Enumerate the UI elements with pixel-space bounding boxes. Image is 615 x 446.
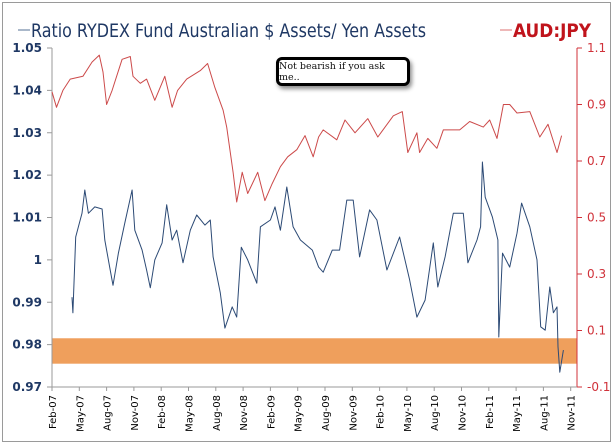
x-tick-label: Aug-09 [321, 395, 332, 431]
x-tick-label: Aug-11 [539, 395, 550, 431]
series-line-ratio [71, 161, 564, 373]
x-tick-label: May-11 [512, 395, 523, 432]
right-tick-label: 0.7 [587, 154, 606, 168]
x-tick-label: Nov-08 [239, 395, 250, 431]
legend: Ratio RYDEX Fund Australian $ Assets/ Ye… [18, 20, 591, 42]
x-tick-label: Feb-08 [157, 395, 168, 429]
x-tick-label: Feb-10 [376, 395, 387, 429]
left-tick-label: 1.02 [12, 168, 42, 182]
left-tick-label: 1 [34, 253, 42, 267]
x-tick-label: May-10 [403, 395, 414, 432]
legend-label-audjpy: AUD:JPY [513, 20, 591, 42]
right-tick-label: 0.5 [587, 211, 606, 225]
left-tick-label: 0.97 [12, 380, 42, 394]
x-tick-label: May-08 [185, 395, 196, 432]
left-tick-label: 0.99 [12, 295, 42, 309]
series-line-audjpy [51, 54, 563, 203]
x-tick-label: Nov-11 [567, 395, 578, 431]
x-tick-label: May-09 [294, 395, 305, 432]
chart-frame [2, 2, 611, 442]
left-tick-label: 1.05 [12, 41, 42, 55]
x-tick-label: Feb-07 [48, 395, 59, 429]
right-tick-label: 0.1 [587, 324, 606, 338]
right-tick-label: 1.1 [587, 41, 606, 55]
x-tick-label: Nov-07 [130, 395, 141, 431]
left-tick-label: 1.04 [12, 83, 42, 97]
left-tick-label: 0.98 [12, 338, 42, 352]
x-tick-label: Feb-11 [485, 395, 496, 429]
highlight-band [52, 338, 577, 364]
right-tick-label: 0.9 [587, 98, 606, 112]
left-tick-label: 1.01 [12, 211, 42, 225]
legend-label-ratio: Ratio RYDEX Fund Australian $ Assets/ Ye… [31, 20, 426, 42]
x-tick-label: Feb-09 [266, 395, 277, 429]
x-tick-label: Aug-07 [103, 395, 114, 431]
x-tick-label: Aug-08 [212, 395, 223, 431]
annotation-callout: Not bearish if you ask me.. [276, 57, 410, 86]
left-tick-label: 1.03 [12, 126, 42, 140]
x-tick-label: Aug-10 [430, 395, 441, 431]
x-tick-label: Nov-09 [348, 395, 359, 431]
right-tick-label: -0.1 [587, 380, 610, 394]
x-tick-label: May-07 [75, 395, 86, 432]
right-tick-label: 0.3 [587, 267, 606, 281]
x-tick-label: Nov-10 [458, 395, 469, 431]
